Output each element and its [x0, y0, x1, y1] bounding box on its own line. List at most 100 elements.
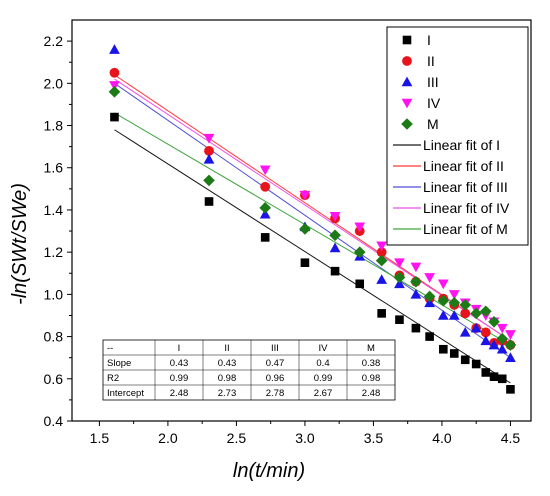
x-tick-label: 3.5	[364, 430, 384, 446]
point-triangle-up-3	[470, 322, 482, 333]
y-tick-label: 1.2	[44, 244, 64, 260]
table-cell: 0.43	[170, 358, 189, 369]
fit-line-1	[114, 129, 511, 384]
legend-marker-4	[401, 98, 413, 109]
y-tick-label: 1.8	[44, 118, 64, 134]
point-triangle-down-4	[299, 190, 311, 201]
legend-label: III	[427, 74, 439, 90]
x-tick-label: 2.0	[158, 430, 178, 446]
x-tick-label: 4.0	[432, 430, 452, 446]
point-diamond-5	[459, 299, 472, 311]
point-diamond-5	[329, 229, 341, 242]
point-diamond-5	[353, 246, 366, 258]
y-tick-label: 1.4	[44, 202, 64, 218]
legend-label: M	[427, 116, 439, 132]
point-diamond-5	[437, 294, 450, 307]
point-square-1	[355, 279, 365, 289]
table-cell: 2.78	[266, 388, 285, 399]
point-diamond-5	[393, 271, 406, 284]
point-diamond-5	[504, 339, 517, 351]
point-triangle-down-4	[424, 273, 435, 283]
legend-label: I	[427, 32, 431, 48]
x-tick-label: 3.0	[295, 430, 315, 446]
point-diamond-5	[496, 332, 509, 345]
point-triangle-up-3	[410, 288, 422, 299]
table-cell: 0.99	[170, 373, 189, 384]
table-cell: Slope	[107, 358, 131, 369]
point-square-1	[110, 112, 119, 122]
plot-frame	[71, 19, 532, 422]
point-diamond-5	[299, 223, 311, 235]
point-square-1	[489, 372, 499, 381]
point-circle-2	[109, 67, 120, 78]
table-cell: III	[271, 343, 279, 354]
point-square-1	[471, 359, 481, 369]
legend-label: Linear fit of M	[423, 221, 508, 237]
y-tick-label: 0.6	[44, 371, 64, 387]
point-triangle-down-4	[203, 133, 215, 144]
point-circle-2	[460, 308, 471, 319]
table-cell: M	[367, 343, 375, 354]
axes: 1.5 2.0 2.5 3.0 3.5 4.0 4.5 0.4 0.6 0.8 1.0 1.2 1.4 1…	[44, 19, 532, 446]
point-diamond-5	[470, 307, 482, 320]
point-diamond-5	[203, 174, 215, 187]
table-cell: 0.43	[218, 358, 237, 369]
point-square-1	[204, 197, 214, 206]
y-tick-label: 0.4	[44, 413, 64, 429]
y-tick-label: 1.6	[44, 160, 64, 176]
legend-label: Linear fit of I	[423, 137, 500, 153]
table-cell: 0.47	[266, 358, 285, 369]
point-circle-2	[480, 327, 491, 338]
point-square-1	[330, 266, 340, 276]
point-triangle-up-3	[488, 339, 500, 350]
table-cell: 2.73	[218, 388, 237, 399]
legend-label: IV	[427, 95, 441, 111]
y-tick-label: 2.0	[44, 75, 64, 91]
table-cell: 0.96	[266, 373, 285, 384]
legend-marker-3	[401, 76, 413, 87]
table-cell: 2.48	[362, 388, 381, 399]
point-triangle-up-3	[329, 242, 341, 253]
point-square-1	[425, 332, 434, 341]
point-diamond-5	[375, 254, 388, 267]
point-triangle-down-4	[437, 279, 449, 290]
point-square-1	[377, 309, 386, 318]
table-cell: 0.38	[362, 358, 381, 369]
point-diamond-5	[423, 290, 436, 303]
point-triangle-up-3	[109, 44, 120, 54]
point-square-1	[460, 355, 470, 365]
point-square-1	[449, 349, 459, 358]
point-diamond-5	[108, 85, 121, 98]
point-triangle-down-4	[448, 290, 460, 300]
point-square-1	[481, 368, 491, 377]
x-tick-label: 1.5	[90, 430, 110, 446]
point-triangle-down-4	[505, 330, 516, 340]
point-square-1	[395, 315, 404, 324]
table-cell: 0.98	[218, 373, 237, 384]
legend-marker-2	[402, 56, 412, 66]
point-triangle-up-3	[505, 352, 516, 362]
table-cell: R2	[107, 373, 119, 384]
table-cell: 0.98	[362, 373, 381, 384]
legend-label: Linear fit of II	[423, 158, 504, 174]
point-diamond-5	[488, 316, 500, 328]
table-cell: 0.4	[316, 358, 329, 369]
point-square-1	[497, 374, 507, 384]
y-tick-label: 2.2	[44, 33, 64, 49]
y-tick-label: 0.8	[44, 329, 64, 345]
point-triangle-down-4	[496, 323, 508, 334]
point-diamond-5	[410, 275, 422, 288]
x-axis-title: ln(t/min)	[233, 460, 305, 482]
point-triangle-down-4	[259, 165, 271, 176]
data-points	[108, 44, 517, 394]
table-cell: 0.99	[314, 373, 333, 384]
table-cell: 2.67	[314, 388, 333, 399]
point-triangle-up-3	[448, 310, 460, 320]
point-circle-2	[204, 145, 214, 156]
legend-marker-5	[401, 118, 413, 130]
point-triangle-up-3	[376, 274, 388, 284]
point-triangle-up-3	[459, 326, 471, 337]
point-square-1	[439, 344, 448, 354]
